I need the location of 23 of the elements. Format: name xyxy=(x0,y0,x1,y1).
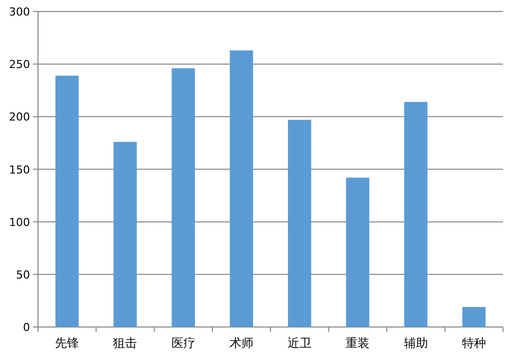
bar xyxy=(230,50,254,327)
y-tick-label: 100 xyxy=(9,216,30,229)
bar xyxy=(346,178,370,327)
x-tick-label: 术师 xyxy=(229,336,254,350)
y-tick-label: 250 xyxy=(9,58,30,72)
x-tick-label: 特种 xyxy=(462,336,486,350)
x-tick-label: 狙击 xyxy=(113,336,138,350)
y-tick-label: 0 xyxy=(23,321,30,334)
x-tick-label: 重装 xyxy=(346,336,370,350)
bar xyxy=(114,142,137,327)
bar xyxy=(172,68,195,327)
x-tick-label: 先锋 xyxy=(55,336,80,350)
y-tick-label: 300 xyxy=(9,6,30,18)
bar xyxy=(288,120,312,327)
y-tick-label: 50 xyxy=(16,268,30,282)
x-tick-label: 近卫 xyxy=(288,336,312,350)
bar xyxy=(55,76,79,327)
y-tick-label: 150 xyxy=(9,163,30,176)
x-tick-label: 辅助 xyxy=(404,336,428,350)
bar xyxy=(462,307,486,327)
y-tick-label: 200 xyxy=(9,110,30,124)
bar xyxy=(404,102,428,327)
x-tick-label: 医疗 xyxy=(171,336,196,350)
